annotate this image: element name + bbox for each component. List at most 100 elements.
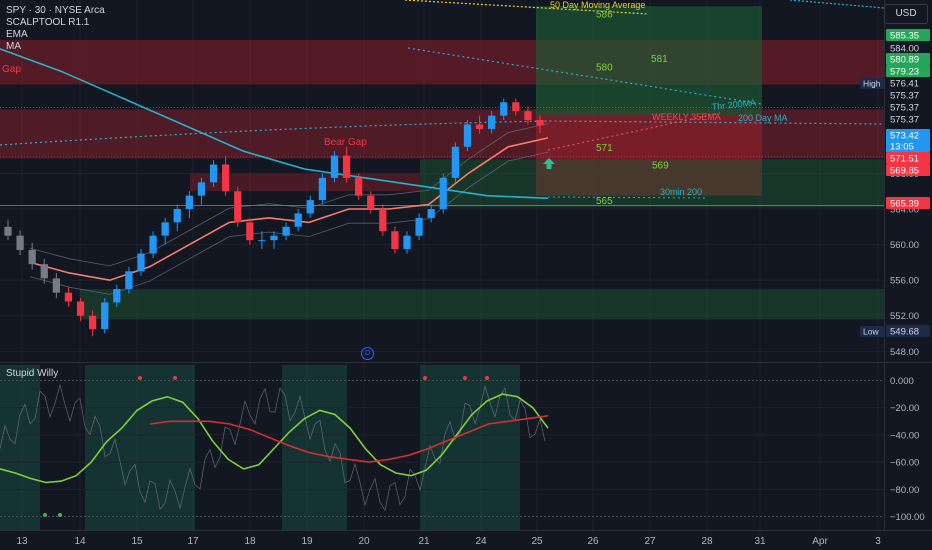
lower-pane-title[interactable]: Stupid Willy bbox=[6, 368, 59, 379]
price-label: 569.85 bbox=[890, 166, 919, 177]
price-label-badge bbox=[886, 197, 930, 209]
zones bbox=[0, 6, 884, 320]
candle-body bbox=[197, 182, 206, 196]
candle-body bbox=[113, 289, 121, 303]
candle-body bbox=[4, 226, 12, 236]
oscillator-slow-line bbox=[149, 415, 549, 463]
low-value-badge bbox=[886, 325, 930, 337]
indicator-ma[interactable]: MA bbox=[6, 41, 21, 52]
currency-button[interactable]: USD bbox=[884, 4, 928, 24]
y-tick-label: 548.00 bbox=[890, 347, 919, 358]
x-tick-label: 19 bbox=[301, 536, 313, 547]
candle-body bbox=[391, 231, 399, 250]
lower-y-tick-label: −20.00 bbox=[890, 403, 919, 414]
indicator-ema[interactable]: EMA bbox=[6, 29, 28, 40]
chart-legend: SPY · 30 · NYSE Arca SCALPTOOL R1.1 EMA … bbox=[6, 5, 105, 53]
price-label: 579.23 bbox=[890, 67, 919, 78]
ma50-line bbox=[404, 0, 649, 15]
signal-dot bbox=[173, 376, 177, 380]
candle-body bbox=[415, 217, 423, 236]
candle-body bbox=[512, 102, 520, 112]
candle-body bbox=[488, 115, 496, 129]
candle-body bbox=[28, 249, 36, 265]
price-label: 573.42 bbox=[890, 131, 919, 142]
candle-body bbox=[125, 271, 133, 290]
candle-body bbox=[282, 226, 290, 236]
support-zone bbox=[420, 159, 884, 208]
annotation-gap: Gap bbox=[2, 64, 21, 75]
annotation-200dayma: 200 Day MA bbox=[738, 113, 788, 123]
candles bbox=[4, 98, 544, 337]
candle-body bbox=[318, 177, 326, 201]
candle-body bbox=[439, 177, 447, 210]
candle-body bbox=[330, 155, 339, 178]
candle-body bbox=[40, 264, 48, 279]
y-tick-label: 552.00 bbox=[890, 311, 919, 322]
price-label: 584.00 bbox=[890, 44, 919, 55]
candle-body bbox=[355, 177, 363, 196]
y-tick-label: 560.00 bbox=[890, 240, 919, 251]
symbol-title[interactable]: SPY · 30 · NYSE Arca bbox=[6, 5, 105, 16]
candle-body bbox=[500, 102, 508, 116]
candle-body bbox=[137, 253, 145, 272]
candle-body bbox=[463, 124, 472, 147]
annotation-weekly35ema: WEEKLY 35EMA bbox=[652, 112, 721, 122]
candle-body bbox=[149, 235, 157, 254]
dividend-marker-icon[interactable]: D bbox=[361, 347, 374, 360]
signal-dot bbox=[423, 376, 427, 380]
lower-y-tick-label: −40.00 bbox=[890, 430, 919, 441]
price-label: 565.39 bbox=[890, 199, 919, 210]
candle-body bbox=[342, 155, 351, 178]
signal-dot bbox=[43, 513, 47, 517]
price-label: 580.89 bbox=[890, 55, 919, 66]
x-tick-label: 17 bbox=[187, 536, 199, 547]
price-label: 585.35 bbox=[890, 31, 919, 42]
oscillator-raw-line bbox=[0, 383, 546, 512]
target-zone bbox=[536, 6, 762, 116]
candle-body bbox=[89, 315, 97, 330]
ma30min-line bbox=[547, 196, 709, 199]
x-tick-label: 21 bbox=[418, 536, 430, 547]
level-label: 571 bbox=[596, 143, 613, 154]
candle-body bbox=[536, 120, 544, 126]
lower-y-tick-label: −100.00 bbox=[890, 512, 925, 523]
candle-body bbox=[52, 278, 60, 293]
candle-body bbox=[379, 209, 387, 232]
candle-body bbox=[76, 301, 85, 316]
candle-body bbox=[209, 164, 218, 183]
level-label: 581 bbox=[651, 54, 668, 65]
price-label-badge bbox=[886, 164, 930, 176]
price-label: 575.37 bbox=[890, 115, 919, 126]
y-tick-label: 564.00 bbox=[890, 205, 919, 216]
candle-body bbox=[367, 195, 375, 210]
x-tick-label: 13 bbox=[16, 536, 28, 547]
ema-upper-band bbox=[29, 123, 549, 267]
buy-arrow-icon bbox=[543, 158, 555, 169]
x-tick-label: 31 bbox=[754, 536, 766, 547]
low-value: 549.68 bbox=[890, 327, 919, 338]
candle-body bbox=[427, 209, 435, 218]
annotation-bear-gap: Bear Gap bbox=[324, 137, 367, 148]
lower-y-tick-label: −80.00 bbox=[890, 485, 919, 496]
candle-body bbox=[234, 191, 242, 223]
indicator-scalptool[interactable]: SCALPTOOL R1.1 bbox=[6, 17, 90, 28]
price-label-badge bbox=[886, 65, 930, 77]
annotation-30min200: 30min 200 bbox=[660, 187, 702, 197]
signal-dot bbox=[138, 376, 142, 380]
day200ma-line bbox=[0, 120, 885, 146]
candle-body bbox=[294, 213, 302, 227]
x-tick-label: 20 bbox=[358, 536, 370, 547]
y-tick-label: 556.00 bbox=[890, 276, 919, 287]
ma-line bbox=[0, 48, 549, 200]
price-label-badge bbox=[886, 53, 930, 65]
x-tick-label: 18 bbox=[244, 536, 256, 547]
price-label: 571.51 bbox=[890, 154, 919, 165]
x-tick-label: 25 bbox=[531, 536, 543, 547]
ema-line bbox=[29, 137, 549, 282]
annotation-ma50: 50 Day Moving Average bbox=[550, 0, 645, 10]
signal-dot bbox=[58, 513, 62, 517]
x-tick-label: 28 bbox=[701, 536, 713, 547]
price-label-badge bbox=[886, 29, 930, 41]
